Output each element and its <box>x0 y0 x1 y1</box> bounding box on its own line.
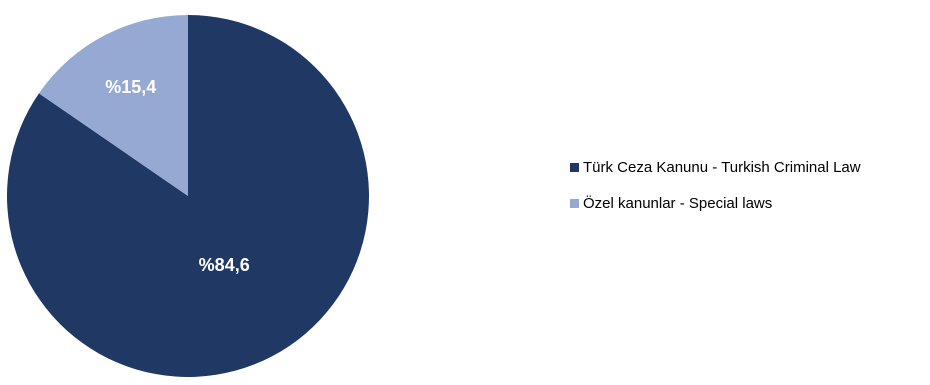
legend: Türk Ceza Kanunu - Turkish Criminal Law … <box>570 156 861 228</box>
legend-item-turkish-criminal-law: Türk Ceza Kanunu - Turkish Criminal Law <box>570 156 861 178</box>
legend-label-special-laws: Özel kanunlar - Special laws <box>583 194 773 212</box>
legend-swatch-special-laws <box>570 198 579 208</box>
slice-data-label-1: %15,4 <box>105 77 156 97</box>
legend-swatch-turkish-criminal-law <box>570 162 579 172</box>
slice-data-label-0: %84,6 <box>199 255 250 275</box>
legend-item-special-laws: Özel kanunlar - Special laws <box>570 192 861 214</box>
pie-slice-1 <box>38 15 189 196</box>
pie-chart: %84,6 %15,4 <box>7 15 369 377</box>
pie-slice-0 <box>7 15 369 377</box>
legend-label-turkish-criminal-law: Türk Ceza Kanunu - Turkish Criminal Law <box>583 158 861 176</box>
